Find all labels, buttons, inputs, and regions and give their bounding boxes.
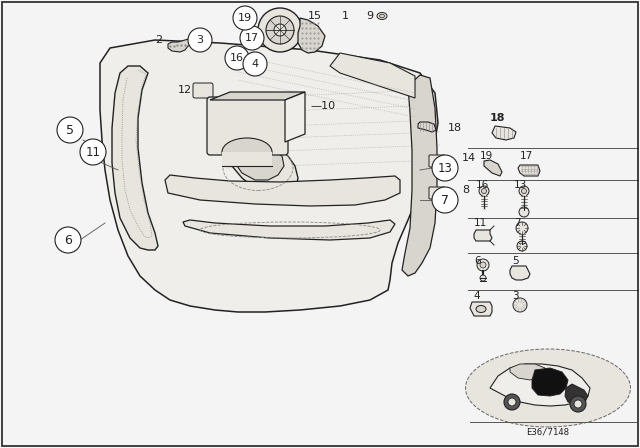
Circle shape — [274, 24, 286, 36]
Circle shape — [240, 26, 264, 50]
Circle shape — [480, 275, 486, 281]
Circle shape — [508, 398, 516, 406]
Text: 9: 9 — [367, 11, 374, 21]
Text: 7: 7 — [441, 194, 449, 207]
Circle shape — [243, 52, 267, 76]
Text: 4: 4 — [473, 291, 479, 301]
Text: 8: 8 — [462, 185, 469, 195]
Polygon shape — [565, 384, 588, 404]
Bar — [222, 152, 272, 166]
Text: 3: 3 — [512, 291, 518, 301]
Circle shape — [479, 186, 489, 196]
Circle shape — [504, 394, 520, 410]
Text: 11: 11 — [86, 146, 100, 159]
Circle shape — [519, 186, 529, 196]
Circle shape — [188, 28, 212, 52]
Circle shape — [570, 396, 586, 412]
Circle shape — [517, 241, 527, 251]
Circle shape — [432, 155, 458, 181]
Text: 19: 19 — [480, 151, 493, 161]
Text: 12: 12 — [178, 85, 192, 95]
Circle shape — [519, 207, 529, 217]
Polygon shape — [484, 160, 502, 176]
Circle shape — [266, 16, 294, 44]
Text: 6: 6 — [64, 233, 72, 246]
Polygon shape — [235, 148, 284, 180]
Circle shape — [55, 227, 81, 253]
Polygon shape — [470, 302, 492, 316]
Text: 7: 7 — [514, 218, 520, 228]
Circle shape — [258, 8, 302, 52]
Text: 5: 5 — [66, 124, 74, 137]
Polygon shape — [210, 92, 305, 100]
Polygon shape — [490, 364, 590, 406]
Circle shape — [225, 46, 249, 70]
Circle shape — [574, 400, 582, 408]
Polygon shape — [168, 38, 200, 52]
Polygon shape — [510, 364, 545, 380]
Ellipse shape — [476, 306, 486, 313]
Text: 13: 13 — [438, 161, 452, 175]
FancyBboxPatch shape — [193, 83, 213, 98]
Text: 18: 18 — [490, 113, 506, 123]
Text: 13: 13 — [514, 180, 527, 190]
Text: 1: 1 — [342, 11, 349, 21]
Text: 4: 4 — [252, 59, 259, 69]
FancyBboxPatch shape — [207, 97, 288, 155]
Circle shape — [480, 262, 486, 268]
Text: 14: 14 — [462, 153, 476, 163]
Text: —10: —10 — [310, 101, 335, 111]
Polygon shape — [165, 175, 400, 206]
Text: 17: 17 — [520, 151, 533, 161]
Circle shape — [233, 6, 257, 30]
Circle shape — [522, 189, 527, 194]
Polygon shape — [418, 122, 436, 132]
Polygon shape — [112, 66, 158, 250]
Text: E36/7148: E36/7148 — [527, 427, 570, 436]
Circle shape — [477, 259, 489, 271]
Polygon shape — [532, 368, 568, 396]
Circle shape — [481, 189, 486, 194]
Text: 6: 6 — [474, 256, 481, 266]
Circle shape — [432, 187, 458, 213]
Polygon shape — [100, 40, 438, 312]
Circle shape — [513, 298, 527, 312]
Text: 16: 16 — [230, 53, 244, 63]
Polygon shape — [220, 136, 298, 196]
Text: 19: 19 — [238, 13, 252, 23]
Polygon shape — [474, 230, 492, 241]
Polygon shape — [492, 126, 516, 140]
Ellipse shape — [380, 14, 385, 18]
Ellipse shape — [222, 138, 272, 166]
Polygon shape — [510, 266, 530, 280]
Polygon shape — [518, 165, 540, 176]
Ellipse shape — [377, 13, 387, 20]
Text: 3: 3 — [196, 35, 204, 45]
Text: 15: 15 — [308, 11, 322, 21]
FancyBboxPatch shape — [429, 155, 445, 167]
Text: 18: 18 — [448, 123, 462, 133]
Ellipse shape — [465, 349, 630, 427]
Circle shape — [57, 117, 83, 143]
Polygon shape — [402, 75, 437, 276]
Circle shape — [80, 139, 106, 165]
Text: 2: 2 — [155, 35, 162, 45]
FancyBboxPatch shape — [429, 187, 445, 199]
Text: 11: 11 — [474, 218, 487, 228]
Polygon shape — [183, 220, 395, 240]
Text: 16: 16 — [476, 180, 489, 190]
Polygon shape — [298, 18, 325, 53]
Polygon shape — [285, 92, 305, 142]
Polygon shape — [330, 53, 415, 98]
Text: 5: 5 — [512, 256, 518, 266]
Text: 17: 17 — [245, 33, 259, 43]
Circle shape — [516, 222, 528, 234]
